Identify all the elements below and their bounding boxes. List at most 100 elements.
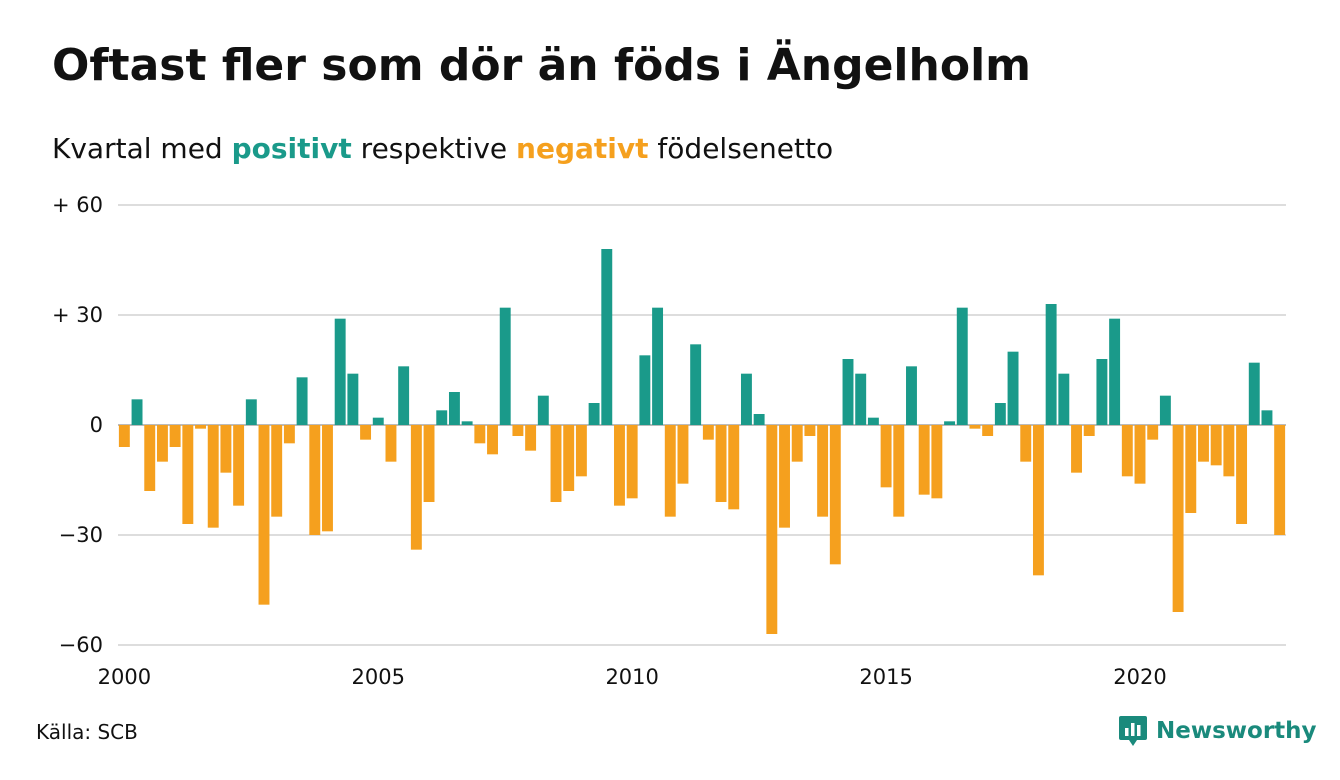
bar-positive (131, 399, 143, 425)
bar-positive (499, 307, 511, 425)
bar-negative (664, 425, 676, 517)
bar-positive (652, 307, 664, 425)
bar-negative (207, 425, 219, 528)
bar-negative (728, 425, 740, 510)
bar-positive (334, 318, 346, 425)
bar-positive (347, 373, 359, 425)
bar-positive (245, 399, 257, 425)
bar-negative (233, 425, 245, 506)
y-tick-label: −60 (59, 633, 103, 657)
bar-negative (829, 425, 841, 565)
bar-positive (1159, 395, 1171, 425)
bar-negative (474, 425, 486, 444)
bar-positive (639, 355, 651, 425)
bar-negative (969, 425, 981, 429)
bar-positive (690, 344, 702, 425)
bar-positive (436, 410, 448, 425)
x-tick-label: 2015 (859, 665, 912, 689)
bar-negative (271, 425, 283, 517)
bar-positive (842, 359, 854, 425)
chart-subtitle: Kvartal med positivt respektive negativt… (52, 132, 833, 165)
bar-positive (1045, 304, 1057, 425)
bar-positive (867, 417, 879, 425)
brand-name: Newsworthy (1156, 718, 1317, 744)
bar-negative (614, 425, 625, 506)
bar-positive (753, 414, 765, 425)
bar-negative (144, 425, 156, 491)
bar-negative (1032, 425, 1044, 576)
bar-negative (1121, 425, 1133, 477)
bar-negative (702, 425, 714, 440)
bar-negative (487, 425, 498, 455)
bar-negative (512, 425, 524, 436)
bar-positive (372, 417, 384, 425)
bar-negative (715, 425, 727, 502)
bar-negative (1083, 425, 1095, 436)
bar-positive (1096, 359, 1108, 425)
bar-negative (1147, 425, 1159, 440)
brand-logo: Newsworthy (1118, 714, 1317, 748)
bar-negative (385, 425, 397, 462)
bar-positive (448, 392, 460, 425)
chart-bubble-icon (1119, 716, 1147, 746)
bar-negative (322, 425, 333, 532)
bar-positive (1261, 410, 1273, 425)
x-tick-label: 2000 (98, 665, 151, 689)
y-tick-label: + 60 (52, 193, 103, 217)
y-tick-label: −30 (59, 523, 103, 547)
chart-title: Oftast fler som dör än föds i Ängelholm (52, 40, 1031, 91)
bar-negative (283, 425, 295, 444)
bar-negative (550, 425, 562, 502)
bar-negative (423, 425, 435, 502)
bar-negative (1210, 425, 1222, 466)
bar-negative (1185, 425, 1197, 513)
bar-negative (1020, 425, 1032, 462)
bar-negative (118, 425, 130, 447)
bar-negative (1172, 425, 1184, 612)
bar-positive (740, 373, 752, 425)
bar-negative (182, 425, 194, 524)
axis-layer: + 60 + 30 0 −30 −60 2000 2005 2010 2015 2020 (52, 193, 1167, 689)
bar-negative (626, 425, 638, 499)
subtitle-suffix: födelsenetto (648, 132, 834, 165)
bar-negative (791, 425, 803, 462)
bar-negative (1236, 425, 1248, 524)
subtitle-prefix: Kvartal med (52, 132, 232, 165)
bar-negative (779, 425, 790, 528)
bar-positive (944, 421, 956, 425)
bar-negative (1198, 425, 1209, 462)
bar-positive (855, 373, 867, 425)
bar-negative (195, 425, 206, 429)
bar-negative (931, 425, 943, 499)
subtitle-negative-word: negativt (516, 132, 649, 165)
bar-positive (588, 403, 600, 425)
bar-positive (296, 377, 308, 425)
bar-positive (906, 366, 917, 425)
bar-negative (575, 425, 587, 477)
bar-negative (1274, 425, 1286, 535)
subtitle-positive-word: positivt (231, 132, 352, 165)
bar-positive (601, 249, 613, 425)
bar-negative (893, 425, 905, 517)
bar-negative (1223, 425, 1235, 477)
bar-positive (994, 403, 1006, 425)
bar-positive (398, 366, 410, 425)
bar-positive (956, 307, 968, 425)
bar-layer (118, 249, 1286, 634)
bar-positive (1058, 373, 1070, 425)
bar-negative (410, 425, 422, 550)
bar-negative (817, 425, 829, 517)
bar-negative (156, 425, 168, 462)
y-tick-label: 0 (90, 413, 103, 437)
bar-negative (880, 425, 892, 488)
bar-negative (766, 425, 778, 634)
x-tick-label: 2020 (1113, 665, 1166, 689)
source-note: Källa: SCB (36, 720, 138, 744)
bar-negative (563, 425, 575, 491)
bar-negative (1071, 425, 1082, 473)
bar-positive (537, 395, 549, 425)
bar-negative (804, 425, 816, 436)
bar-negative (1134, 425, 1146, 484)
bar-negative (918, 425, 930, 495)
